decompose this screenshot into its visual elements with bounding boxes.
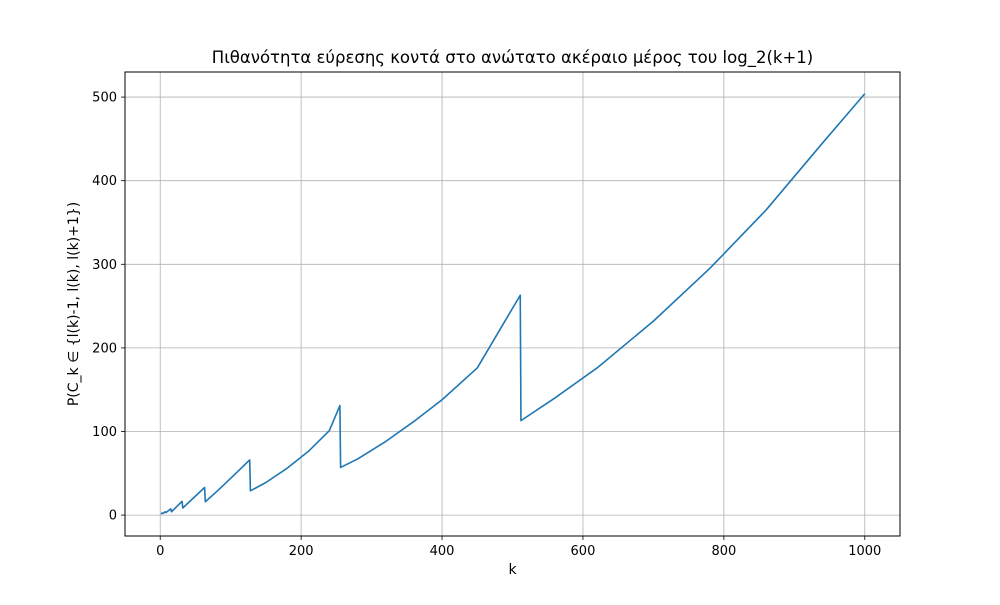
y-axis-title: P(C_k ∈ {l(k)-1, l(k), l(k)+1}) xyxy=(66,202,82,406)
x-tick-label: 200 xyxy=(289,544,314,559)
series-layer xyxy=(160,93,866,515)
y-tick-label: 500 xyxy=(92,91,117,106)
ticks: 0 200 400 600 800 1000 0 100 200 300 400 500 xyxy=(92,91,881,559)
grid xyxy=(125,72,900,536)
x-tick-label: 0 xyxy=(156,544,164,559)
y-tick-label: 200 xyxy=(92,341,117,356)
y-tick-label: 100 xyxy=(92,425,117,440)
series-line xyxy=(160,93,866,515)
x-tick-label: 800 xyxy=(711,544,736,559)
x-tick-label: 600 xyxy=(571,544,596,559)
y-tick-label: 0 xyxy=(109,509,117,524)
x-tick-label: 400 xyxy=(430,544,455,559)
plot-frame xyxy=(124,71,901,537)
y-tick-label: 400 xyxy=(92,174,117,189)
chart-title: Πιθανότητα εύρεσης κοντά στο ανώτατο ακέ… xyxy=(212,48,813,68)
y-tick-label: 300 xyxy=(92,258,117,273)
x-tick-label: 1000 xyxy=(848,544,881,559)
x-axis-title: k xyxy=(508,562,517,578)
